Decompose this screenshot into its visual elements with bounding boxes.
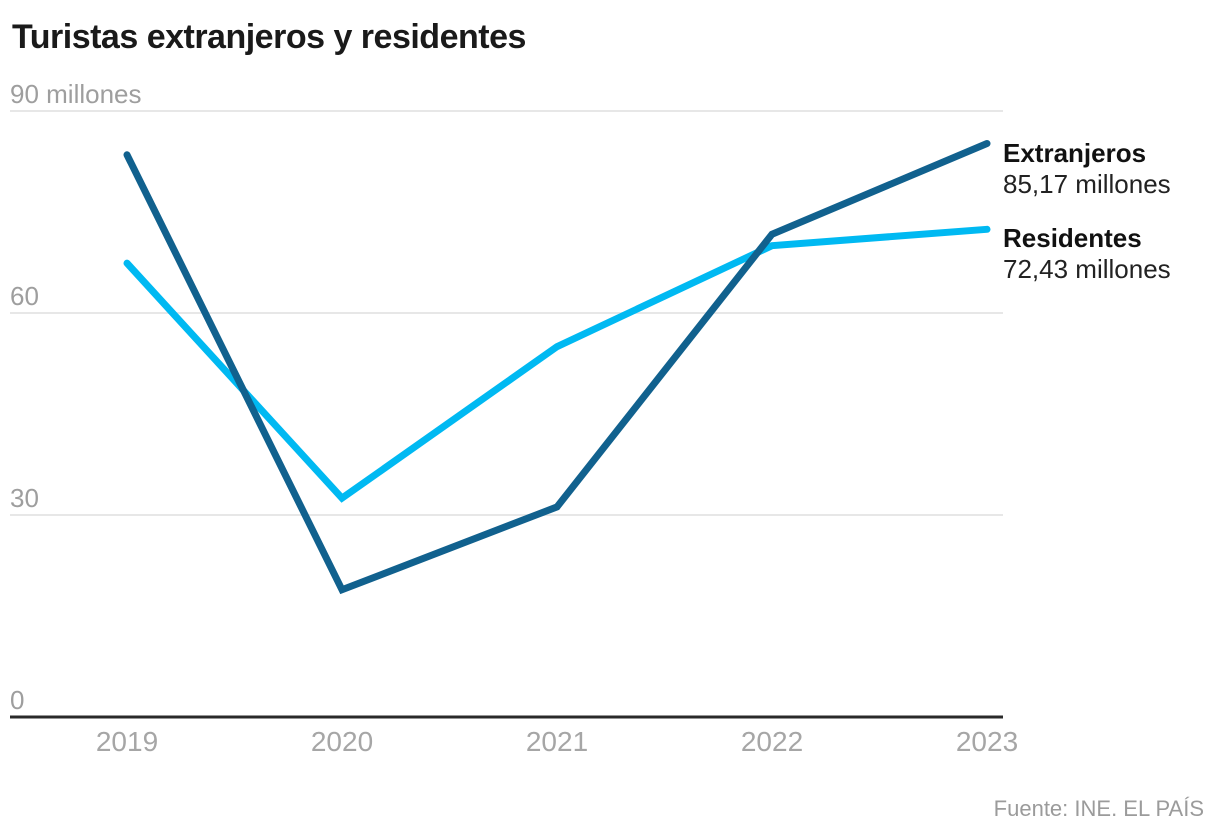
chart-title: Turistas extranjeros y residentes (12, 18, 526, 56)
y-axis-tick-label-90: 90 millones (10, 79, 142, 109)
y-axis-tick-label-0: 0 (10, 685, 25, 715)
y-axis-tick-label-30: 30 (10, 483, 39, 513)
y-axis-tick-label-60: 60 (10, 281, 39, 311)
series-name-residentes: Residentes (1003, 223, 1142, 254)
x-axis-tick-label-2022: 2022 (740, 726, 804, 757)
series-name-extranjeros: Extranjeros (1003, 137, 1147, 168)
source-credit: Fuente: INE. EL PAÍS (993, 796, 1204, 821)
x-axis-tick-label-2021: 2021 (525, 726, 589, 757)
series-label-residentes: Residentes 72,43 millones (1003, 223, 1171, 285)
series-value-extranjeros: 85,17 millones (1003, 168, 1171, 199)
x-axis-tick-label-2019: 2019 (95, 726, 159, 757)
x-axis-tick-label-2023: 2023 (955, 726, 1019, 757)
series-value-residentes: 72,43 millones (1003, 254, 1171, 285)
series-label-extranjeros: Extranjeros 85,17 millones (1003, 138, 1171, 200)
series-line-extranjeros (123, 140, 991, 595)
series-line-residentes (123, 225, 991, 503)
x-axis-tick-label-2020: 2020 (310, 726, 374, 757)
